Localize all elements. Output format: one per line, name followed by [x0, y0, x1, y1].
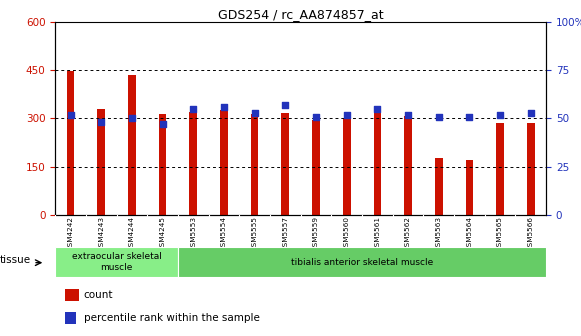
- Point: [66, 112, 75, 117]
- Title: GDS254 / rc_AA874857_at: GDS254 / rc_AA874857_at: [218, 8, 383, 21]
- Text: GSM5566: GSM5566: [528, 216, 534, 251]
- Point: [434, 114, 443, 119]
- Text: GSM4242: GSM4242: [67, 216, 74, 251]
- Bar: [65, 289, 79, 301]
- Bar: [178, 247, 546, 277]
- Bar: [189, 112, 197, 215]
- Point: [526, 110, 536, 115]
- Bar: [128, 75, 136, 215]
- Bar: [343, 119, 350, 215]
- Point: [403, 112, 413, 117]
- Bar: [67, 71, 74, 215]
- Point: [281, 102, 290, 108]
- Text: GSM5559: GSM5559: [313, 216, 319, 251]
- Text: percentile rank within the sample: percentile rank within the sample: [84, 313, 260, 323]
- Point: [158, 122, 167, 127]
- Point: [465, 114, 474, 119]
- Bar: [220, 111, 228, 215]
- Text: tissue: tissue: [0, 255, 30, 265]
- Bar: [465, 160, 474, 215]
- Point: [342, 112, 352, 117]
- Point: [496, 112, 505, 117]
- Text: GSM5555: GSM5555: [252, 216, 257, 251]
- Point: [96, 120, 106, 125]
- Text: count: count: [84, 290, 113, 300]
- Bar: [496, 123, 504, 215]
- Text: GSM4243: GSM4243: [98, 216, 104, 251]
- Bar: [374, 110, 381, 215]
- Point: [373, 106, 382, 112]
- Bar: [527, 123, 535, 215]
- Text: GSM5562: GSM5562: [405, 216, 411, 251]
- Point: [250, 110, 259, 115]
- Bar: [55, 247, 178, 277]
- Bar: [404, 116, 412, 215]
- Text: GSM5560: GSM5560: [344, 216, 350, 251]
- Bar: [312, 120, 320, 215]
- Text: GSM5565: GSM5565: [497, 216, 503, 251]
- Point: [219, 104, 228, 110]
- Text: GSM5563: GSM5563: [436, 216, 442, 251]
- Text: GSM4245: GSM4245: [160, 216, 166, 251]
- Text: GSM4244: GSM4244: [129, 216, 135, 251]
- Point: [127, 116, 137, 121]
- Bar: [281, 113, 289, 215]
- Point: [189, 106, 198, 112]
- Text: GSM5553: GSM5553: [190, 216, 196, 251]
- Bar: [435, 158, 443, 215]
- Bar: [98, 110, 105, 215]
- Text: GSM5561: GSM5561: [374, 216, 381, 251]
- Bar: [251, 114, 259, 215]
- Bar: [65, 312, 76, 324]
- Text: extraocular skeletal
muscle: extraocular skeletal muscle: [71, 252, 162, 272]
- Text: tibialis anterior skeletal muscle: tibialis anterior skeletal muscle: [291, 258, 433, 266]
- Text: GSM5557: GSM5557: [282, 216, 288, 251]
- Text: GSM5554: GSM5554: [221, 216, 227, 251]
- Point: [311, 114, 321, 119]
- Bar: [159, 114, 166, 215]
- Text: GSM5564: GSM5564: [467, 216, 472, 251]
